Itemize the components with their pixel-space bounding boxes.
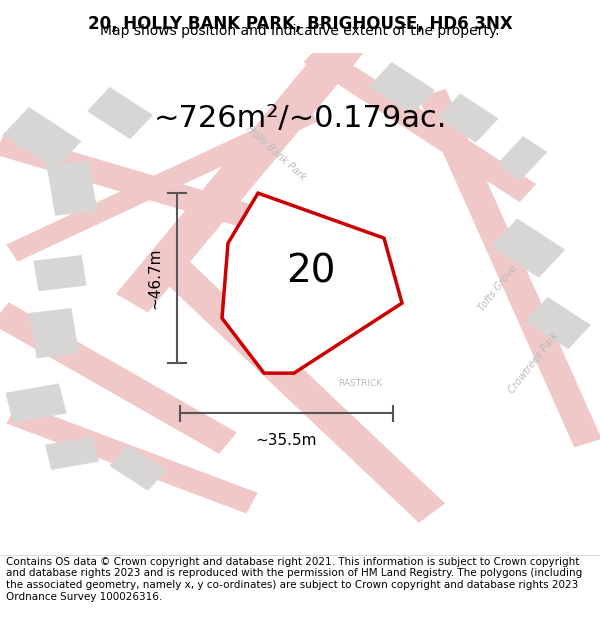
Polygon shape [262, 249, 338, 312]
Polygon shape [491, 219, 565, 278]
Text: 20: 20 [286, 253, 336, 291]
Polygon shape [497, 137, 547, 179]
Polygon shape [3, 107, 81, 169]
Polygon shape [46, 437, 98, 469]
Polygon shape [7, 402, 257, 514]
Text: ~35.5m: ~35.5m [256, 433, 317, 448]
Text: Crowtrees Park: Crowtrees Park [507, 331, 561, 396]
Polygon shape [88, 88, 152, 139]
Polygon shape [110, 446, 166, 490]
Polygon shape [0, 302, 237, 454]
Polygon shape [155, 254, 445, 522]
Polygon shape [29, 308, 79, 358]
Text: Tofs Grove: Tofs Grove [256, 330, 296, 376]
Text: Tofts Grove: Tofts Grove [477, 263, 519, 313]
Text: RASTRICK: RASTRICK [338, 379, 382, 388]
Text: Holly Bank Park: Holly Bank Park [244, 124, 308, 182]
Polygon shape [222, 193, 402, 373]
Polygon shape [6, 104, 318, 262]
Polygon shape [34, 256, 86, 291]
Polygon shape [370, 62, 434, 114]
Polygon shape [116, 34, 364, 312]
Text: ~726m²/~0.179ac.: ~726m²/~0.179ac. [154, 104, 446, 132]
Polygon shape [0, 132, 293, 239]
Text: 20, HOLLY BANK PARK, BRIGHOUSE, HD6 3NX: 20, HOLLY BANK PARK, BRIGHOUSE, HD6 3NX [88, 15, 512, 33]
Text: ~46.7m: ~46.7m [147, 248, 162, 309]
Polygon shape [526, 298, 590, 349]
Polygon shape [418, 89, 600, 448]
Polygon shape [47, 161, 97, 216]
Text: Contains OS data © Crown copyright and database right 2021. This information is : Contains OS data © Crown copyright and d… [6, 557, 582, 601]
Text: Map shows position and indicative extent of the property.: Map shows position and indicative extent… [100, 24, 500, 38]
Polygon shape [304, 44, 536, 202]
Polygon shape [438, 94, 498, 142]
Polygon shape [6, 384, 66, 423]
